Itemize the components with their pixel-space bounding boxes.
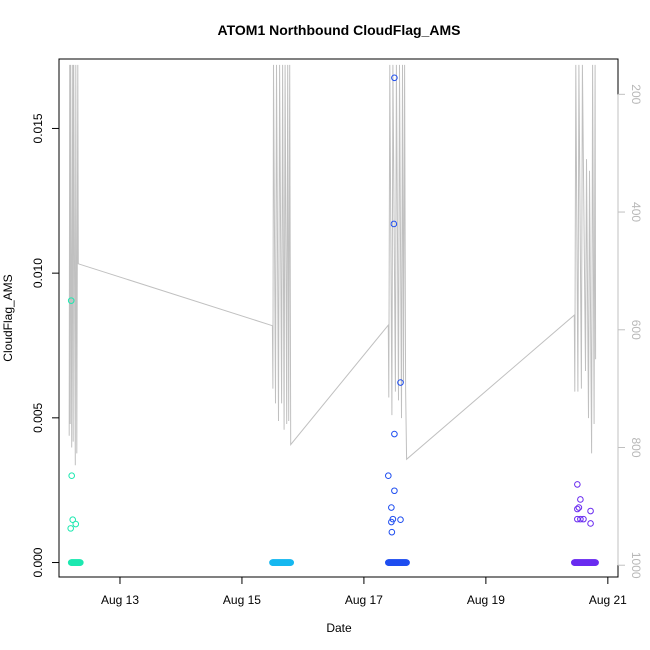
y-tick-label: 0.010 <box>31 258 45 288</box>
data-point-zero <box>287 559 295 566</box>
data-point <box>391 487 398 495</box>
x-tick-label: Aug 15 <box>223 593 261 607</box>
y-tick-label: 0.000 <box>31 547 45 577</box>
y-tick-label: 0.005 <box>31 402 45 432</box>
data-point <box>580 515 587 523</box>
right-tick-label: 800 <box>629 437 643 457</box>
data-point <box>577 496 584 503</box>
right-tick-label: 200 <box>629 84 643 104</box>
data-point-zero <box>592 559 599 566</box>
data-point <box>587 507 594 515</box>
axes-layer: Aug 13 Aug 15 Aug 17 Aug 19 Aug 21 0.000 0.005… <box>31 58 643 607</box>
x-axis-label: Date <box>326 621 352 635</box>
right-tick-label: 1000 <box>629 552 643 579</box>
data-point <box>67 525 74 532</box>
data-point <box>391 74 398 82</box>
data-point <box>390 220 398 228</box>
data-point-zero <box>403 559 410 566</box>
right-tick-label: 600 <box>629 320 643 340</box>
y-tick-label: 0.015 <box>31 113 45 143</box>
altitude-track-layer <box>68 64 597 466</box>
y-axis-label: CloudFlag_AMS <box>1 274 15 361</box>
data-point <box>67 297 75 304</box>
data-points-layer <box>67 74 599 566</box>
data-point <box>388 504 395 511</box>
data-point <box>388 528 396 536</box>
x-tick-label: Aug 13 <box>101 593 139 607</box>
data-point <box>69 516 77 524</box>
chart-title: ATOM1 Northbound CloudFlag_AMS <box>218 22 461 38</box>
data-point <box>587 520 594 527</box>
x-tick-label: Aug 17 <box>345 593 383 607</box>
data-point-zero <box>77 559 84 566</box>
right-tick-label: 400 <box>629 202 643 222</box>
data-point <box>574 505 581 513</box>
x-tick-label: Aug 21 <box>589 593 627 607</box>
data-point <box>577 515 584 523</box>
data-point <box>68 472 75 480</box>
altitude-track-line <box>68 64 597 466</box>
data-point <box>72 520 80 528</box>
data-point <box>397 379 404 386</box>
x-tick-label: Aug 19 <box>467 593 505 607</box>
data-point <box>385 472 392 480</box>
data-point <box>574 481 581 488</box>
data-point <box>388 518 395 526</box>
data-point <box>575 504 583 511</box>
data-point <box>397 516 404 524</box>
data-point <box>391 430 398 438</box>
